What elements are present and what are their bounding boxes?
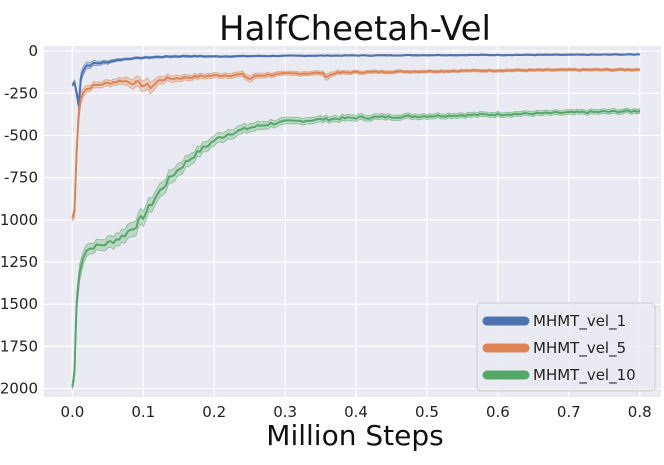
legend-label: MHMT_vel_5 [533,339,626,358]
line-MHMT_vel_1 [71,53,640,107]
x-tick-label: 0.8 [628,403,652,421]
line-MHMT_vel_10 [71,109,640,388]
y-tick-label: -750 [4,169,38,187]
y-tick-label: -500 [4,126,38,144]
x-tick-label: 0.7 [557,403,581,421]
y-tick-label: -2000 [0,380,38,398]
x-tick-label: 0.4 [344,403,368,421]
x-tick-label: 0.0 [60,403,84,421]
grid [44,46,661,397]
legend-label: MHMT_vel_10 [533,366,636,385]
y-tick-label: -1750 [0,337,38,355]
x-tick-labels: 0.0 0.1 0.2 0.3 0.4 0.5 0.6 0.7 0.8 [60,403,651,421]
y-tick-labels: 0 -250 -500 -750 -1000 -1250 -1500 -1750 -2000 [0,42,38,398]
band-MHMT_vel_10 [72,107,641,390]
x-tick-label: 0.6 [486,403,510,421]
chart-title: HalfCheetah-Vel [219,9,491,49]
legend-label: MHMT_vel_1 [533,312,626,331]
series-lines [71,53,640,388]
x-tick-label: 0.2 [202,403,226,421]
y-tick-label: -1250 [0,253,38,271]
line-MHMT_vel_5 [71,68,640,219]
x-tick-label: 0.3 [273,403,297,421]
y-tick-label: -1000 [0,211,38,229]
y-tick-label: -250 [4,84,38,102]
y-tick-label: -1500 [0,295,38,313]
x-axis-label: Million Steps [266,419,443,452]
legend: MHMT_vel_1 MHMT_vel_5 MHMT_vel_10 [476,302,656,392]
x-tick-label: 0.1 [131,403,155,421]
y-tick-label: 0 [28,42,38,60]
x-tick-label: 0.5 [415,403,439,421]
